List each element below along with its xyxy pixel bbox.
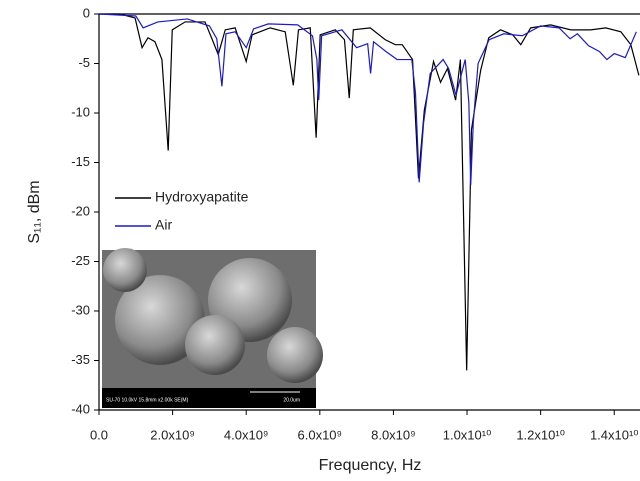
- y-tick-label: -40: [71, 401, 90, 416]
- inset-bar: [102, 388, 316, 408]
- inset-scale: 20.0um: [283, 397, 300, 403]
- x-tick-label: 8.0x10⁹: [371, 427, 416, 442]
- legend-label: Hydroxyapatite: [155, 189, 249, 205]
- inset-particle: [185, 315, 245, 375]
- y-tick-label: -20: [71, 203, 90, 218]
- inset-particle: [103, 248, 147, 292]
- y-tick-label: 0: [83, 5, 90, 20]
- y-tick-label: -35: [71, 352, 90, 367]
- plot-lines: [99, 13, 640, 371]
- x-tick-label: 0.0: [90, 427, 108, 442]
- x-tick-label: 1.0x10¹⁰: [443, 427, 492, 442]
- x-axis-label: Frequency, Hz: [319, 457, 422, 474]
- x-tick-label: 6.0x10⁹: [298, 427, 343, 442]
- x-tick-label: 2.0x10⁹: [150, 427, 195, 442]
- inset-caption: SU-70 10.0kV 15.8mm x2.00k SE(M): [106, 397, 189, 403]
- y-tick-label: -5: [78, 55, 90, 70]
- y-tick-label: -10: [71, 104, 90, 119]
- inset-particle: [115, 275, 205, 365]
- y-tick-label: -30: [71, 302, 90, 317]
- sem-inset: SU-70 10.0kV 15.8mm x2.00k SE(M) 20.0um: [102, 248, 323, 408]
- inset-particle: [267, 327, 323, 383]
- x-tick-label: 4.0x10⁹: [224, 427, 269, 442]
- legend-label: Air: [155, 217, 172, 233]
- y-axis-label: S₁₁, dBm: [26, 180, 43, 243]
- y-tick-label: -25: [71, 253, 90, 268]
- y-tick-label: -15: [71, 154, 90, 169]
- x-tick-label: 1.2x10¹⁰: [516, 427, 565, 442]
- x-tick-label: 1.4x10¹⁰: [590, 427, 639, 442]
- series-line: [99, 13, 637, 186]
